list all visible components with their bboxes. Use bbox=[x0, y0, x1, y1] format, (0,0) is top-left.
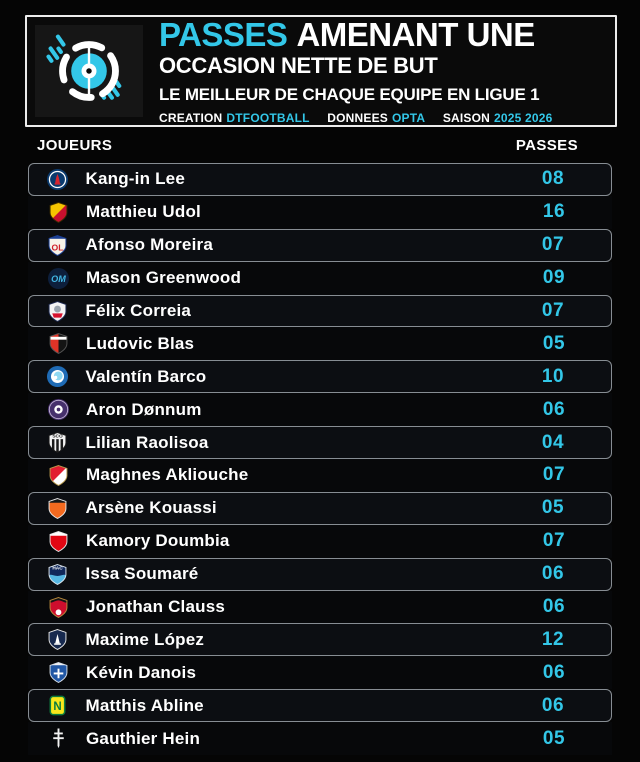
player-name: Maxime López bbox=[85, 629, 205, 649]
player-name: Kang-in Lee bbox=[85, 169, 185, 189]
logo-tile bbox=[35, 25, 143, 117]
column-header-passes: PASSES bbox=[515, 137, 578, 154]
player-name: Maghnes Akliouche bbox=[86, 465, 249, 485]
table-row: Arsène Kouassi 05 bbox=[28, 491, 612, 525]
header: PASSES AMENANT UNE OCCASION NETTE DE BUT … bbox=[25, 15, 617, 127]
player-name: Issa Soumaré bbox=[85, 564, 199, 584]
auxerre-crest-icon bbox=[46, 661, 70, 685]
table-row: Matthieu Udol 16 bbox=[28, 195, 612, 229]
credit-creation: CREATION DTFOOTBALL bbox=[159, 111, 310, 125]
lorient-crest-icon bbox=[46, 496, 70, 520]
passes-value: 04 bbox=[541, 431, 565, 453]
table-row: Kang-in Lee 08 bbox=[28, 163, 612, 196]
lens-crest-icon bbox=[46, 200, 70, 224]
monaco-crest-icon bbox=[46, 463, 70, 487]
passes-value: 05 bbox=[542, 727, 566, 749]
player-name: Kamory Doumbia bbox=[86, 531, 230, 551]
svg-text:SCO: SCO bbox=[52, 433, 63, 439]
player-name: Matthis Abline bbox=[85, 695, 204, 715]
page-subtitle: LE MEILLEUR DE CHAQUE EQUIPE EN LIGUE 1 bbox=[159, 85, 540, 104]
table-row: Maxime López 12 bbox=[28, 623, 612, 657]
passes-value: 12 bbox=[541, 628, 565, 650]
svg-text:OL: OL bbox=[52, 242, 64, 252]
title-highlight: PASSES bbox=[159, 16, 288, 53]
passes-value: 07 bbox=[542, 464, 566, 486]
table-row: Kamory Doumbia 07 bbox=[28, 524, 612, 558]
player-name: Lilian Raolisoa bbox=[85, 432, 209, 452]
passes-value: 07 bbox=[542, 530, 566, 552]
table-row: Valentín Barco 10 bbox=[28, 360, 612, 394]
paris-fc-crest-icon bbox=[46, 628, 70, 652]
passes-value: 16 bbox=[542, 201, 566, 223]
angers-crest-icon: SCO bbox=[46, 431, 70, 455]
player-name: Afonso Moreira bbox=[85, 235, 213, 255]
player-name: Gauthier Hein bbox=[86, 728, 201, 748]
psg-crest-icon bbox=[46, 167, 70, 191]
passes-value: 08 bbox=[541, 168, 565, 190]
passes-value: 06 bbox=[542, 596, 566, 618]
dtfootball-radar-logo-icon bbox=[46, 34, 122, 101]
player-name: Kévin Danois bbox=[86, 662, 197, 682]
toulouse-crest-icon bbox=[46, 398, 70, 422]
table-row: Aron Dønnum 06 bbox=[28, 393, 612, 427]
player-name: Mason Greenwood bbox=[86, 268, 242, 288]
credit-saison: SAISON 2025 2026 bbox=[442, 111, 553, 125]
nice-crest-icon bbox=[46, 595, 70, 619]
player-name: Matthieu Udol bbox=[86, 202, 201, 222]
passes-value: 09 bbox=[542, 267, 566, 289]
credits-line: CREATION DTFOOTBALL DONNEES OPTA SAISON 202… bbox=[159, 112, 567, 124]
players-table: Kang-in Lee 08 Matthieu Udol 16 OL Afons… bbox=[28, 163, 612, 756]
table-row: Gauthier Hein 05 bbox=[28, 722, 612, 756]
table-row: Jonathan Clauss 06 bbox=[28, 590, 612, 624]
passes-value: 06 bbox=[542, 398, 566, 420]
page-title: PASSES AMENANT UNE bbox=[159, 18, 567, 51]
table-row: Félix Correia 07 bbox=[28, 294, 612, 328]
player-name: Jonathan Clauss bbox=[86, 597, 226, 617]
brest-crest-icon bbox=[46, 529, 70, 553]
passes-value: 07 bbox=[541, 234, 565, 256]
svg-text:HAC: HAC bbox=[52, 565, 63, 571]
player-name: Ludovic Blas bbox=[86, 333, 195, 353]
table-row: N Matthis Abline 06 bbox=[28, 689, 612, 723]
passes-value: 05 bbox=[541, 497, 565, 519]
le-havre-crest-icon: HAC bbox=[46, 562, 70, 586]
table-row: OM Mason Greenwood 09 bbox=[28, 261, 612, 295]
title-main: AMENANT UNE bbox=[296, 16, 535, 53]
rennes-crest-icon bbox=[46, 332, 70, 356]
player-name: Arsène Kouassi bbox=[85, 498, 217, 518]
player-name: Valentín Barco bbox=[85, 366, 207, 386]
page-title-line2: OCCASION NETTE DE BUT bbox=[159, 53, 438, 78]
strasbourg-crest-icon bbox=[46, 365, 70, 389]
svg-text:N: N bbox=[53, 701, 61, 713]
lille-crest-icon bbox=[46, 299, 70, 323]
table-row: Ludovic Blas 05 bbox=[28, 327, 612, 361]
passes-value: 06 bbox=[541, 563, 565, 585]
nantes-crest-icon: N bbox=[46, 694, 70, 718]
passes-value: 06 bbox=[542, 661, 566, 683]
table-row: Maghnes Akliouche 07 bbox=[28, 459, 612, 492]
svg-text:OM: OM bbox=[51, 273, 66, 283]
passes-value: 07 bbox=[541, 300, 565, 321]
column-headers: JOUEURS PASSES bbox=[37, 137, 578, 154]
lyon-crest-icon: OL bbox=[46, 233, 70, 257]
column-header-joueurs: JOUEURS bbox=[37, 137, 113, 154]
player-name: Félix Correia bbox=[85, 301, 192, 320]
player-name: Aron Dønnum bbox=[86, 399, 202, 419]
table-row: OL Afonso Moreira 07 bbox=[28, 228, 612, 262]
table-row: SCO Lilian Raolisoa 04 bbox=[28, 426, 612, 460]
table-row: HAC Issa Soumaré 06 bbox=[28, 557, 612, 591]
passes-value: 06 bbox=[541, 694, 565, 716]
metz-crest-icon bbox=[46, 727, 70, 751]
passes-value: 05 bbox=[542, 332, 566, 354]
credit-donnees: DONNEES OPTA bbox=[327, 111, 426, 125]
marseille-crest-icon: OM bbox=[46, 266, 70, 290]
title-block: PASSES AMENANT UNE OCCASION NETTE DE BUT … bbox=[159, 18, 567, 124]
table-row: Kévin Danois 06 bbox=[28, 656, 612, 690]
passes-value: 10 bbox=[541, 365, 565, 387]
